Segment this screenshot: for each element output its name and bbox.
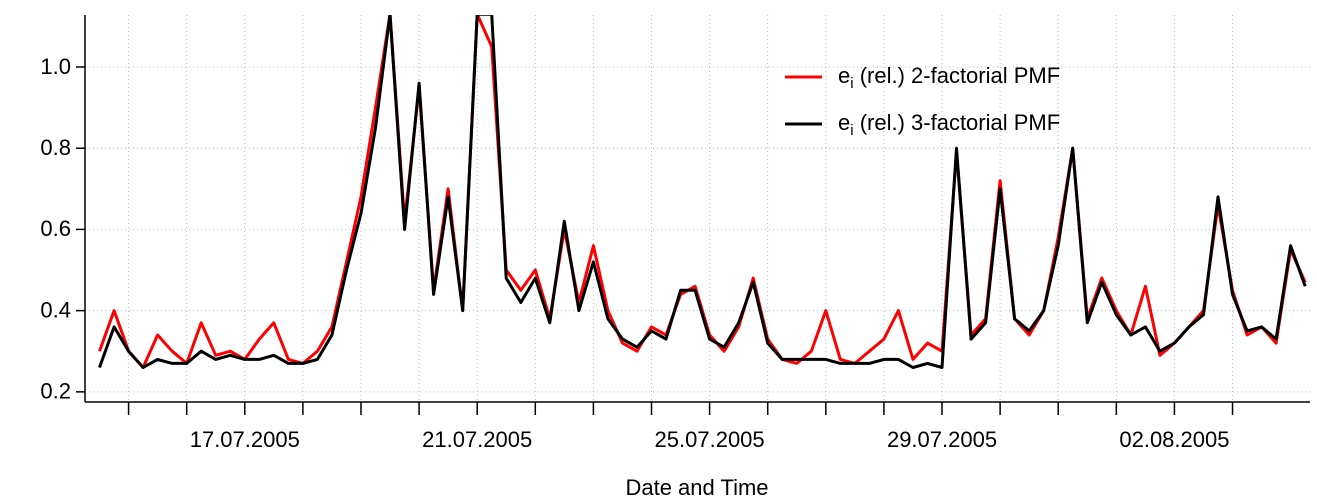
x-tick-label: 02.08.2005 [1119,427,1229,452]
y-tick-label: 0.6 [40,216,71,241]
x-tick-label: 25.07.2005 [655,427,765,452]
x-tick-label: 17.07.2005 [190,427,300,452]
x-tick-label: 29.07.2005 [887,427,997,452]
legend-label: ei (rel.) 3-factorial PMF [838,110,1060,139]
y-tick-label: 0.8 [40,135,71,160]
y-tick-label: 0.4 [40,297,71,322]
y-tick-label: 1.0 [40,54,71,79]
data-line [98,15,1307,369]
legend-label: ei (rel.) 2-factorial PMF [838,63,1060,92]
x-axis-label: Date and Time [625,475,768,500]
x-tick-label: 21.07.2005 [422,427,532,452]
y-tick-label: 0.2 [40,379,71,404]
